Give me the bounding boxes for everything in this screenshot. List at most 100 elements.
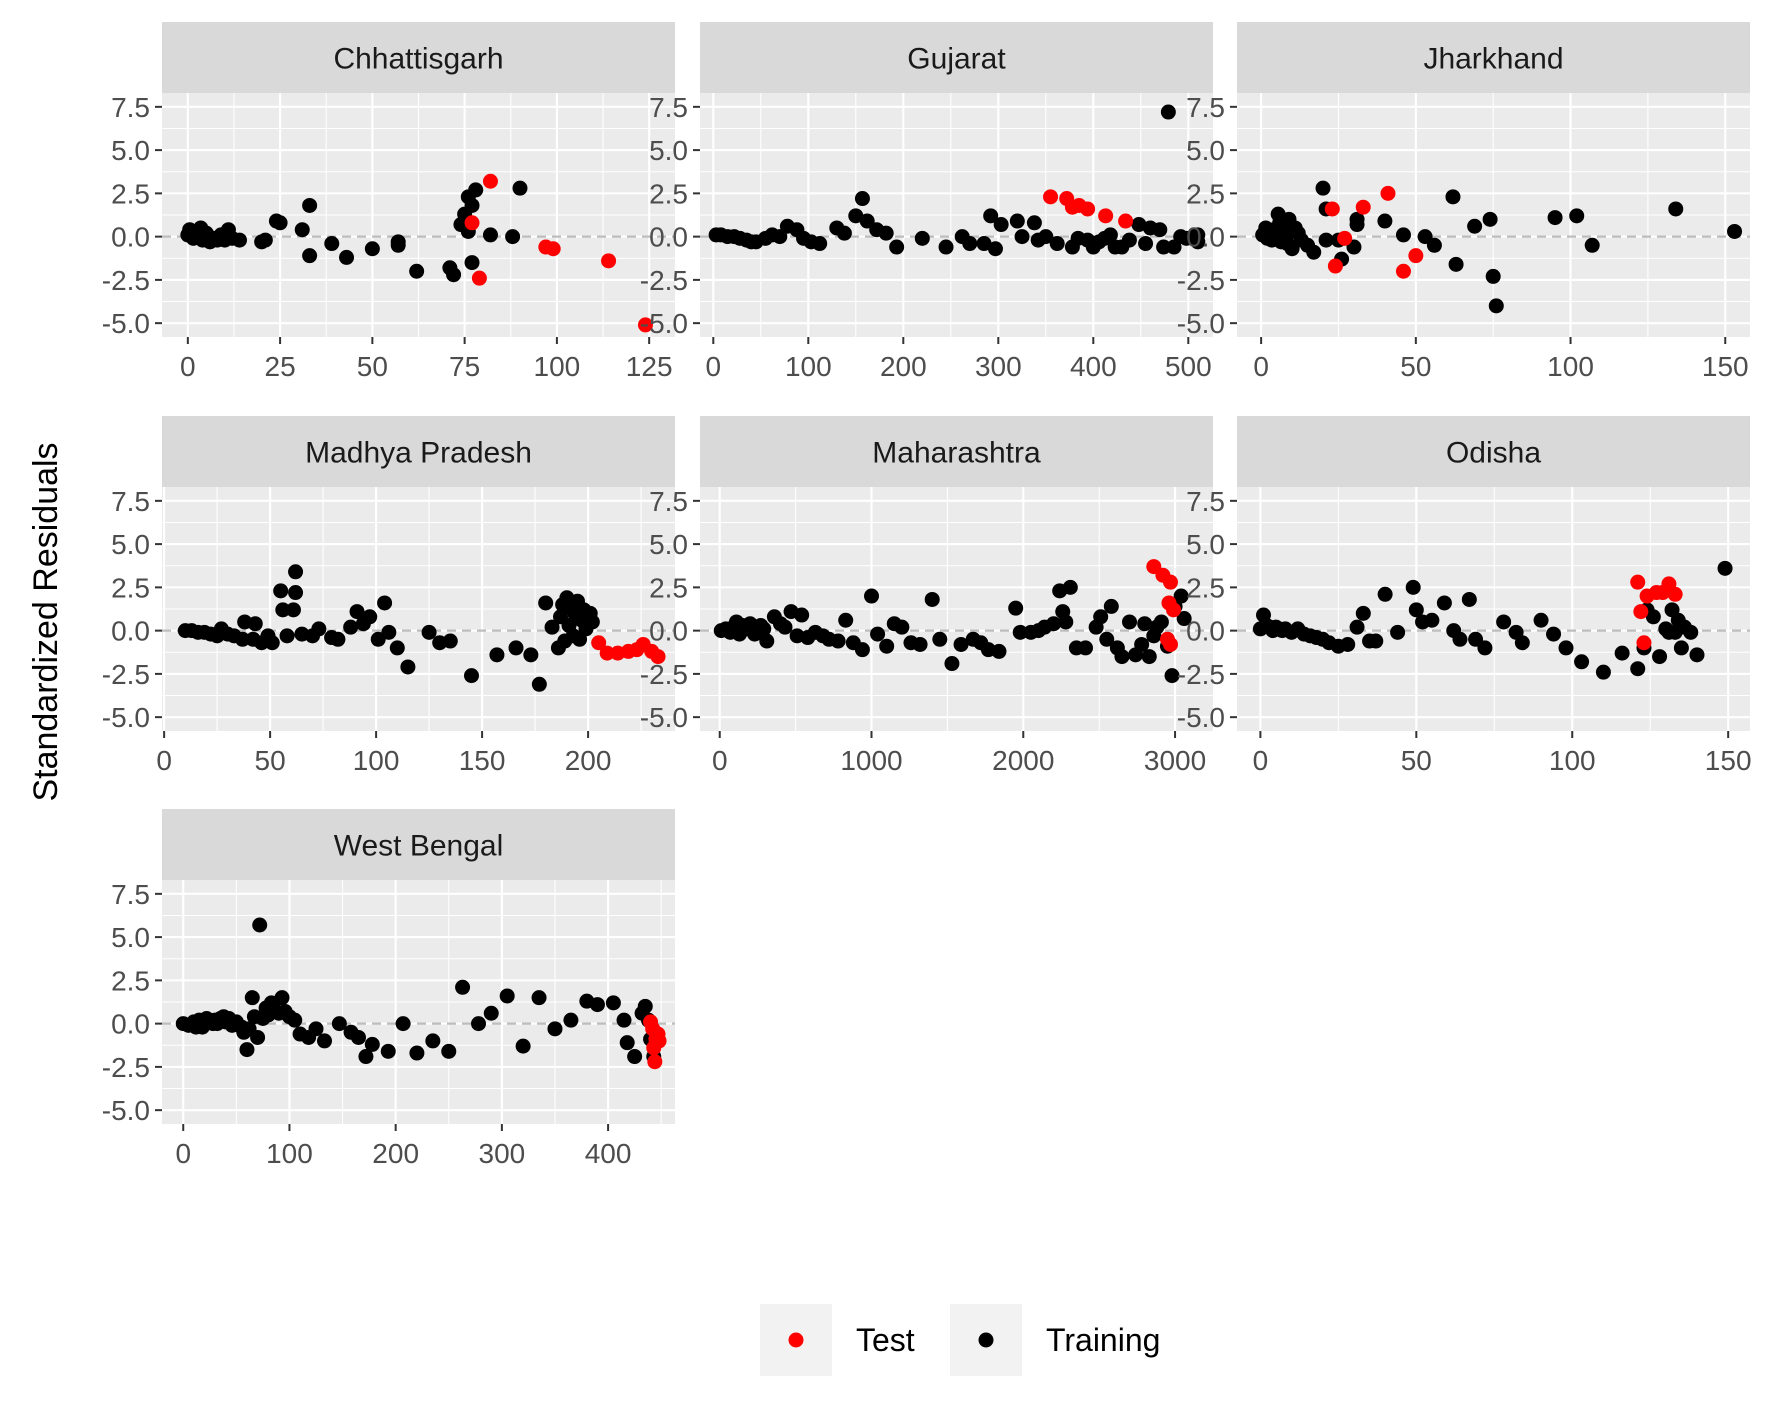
test-point bbox=[545, 241, 561, 257]
x-tick-label: 0 bbox=[175, 1138, 191, 1169]
training-point bbox=[987, 241, 1003, 257]
test-point bbox=[464, 215, 480, 231]
x-tick-label: 300 bbox=[975, 351, 1022, 382]
training-point bbox=[400, 659, 416, 675]
y-axis-title: Standardized Residuals bbox=[27, 442, 65, 801]
training-point bbox=[1673, 640, 1689, 656]
y-tick-label: -5.0 bbox=[640, 702, 688, 733]
y-tick-label: 7.5 bbox=[1186, 92, 1225, 123]
training-point bbox=[589, 997, 605, 1013]
training-point bbox=[1424, 612, 1440, 628]
training-point bbox=[772, 229, 788, 245]
x-tick-label: 150 bbox=[1705, 745, 1752, 776]
test-point bbox=[1667, 586, 1683, 602]
y-tick-label: 2.5 bbox=[1186, 178, 1225, 209]
training-point bbox=[324, 236, 340, 252]
y-tick-label: -5.0 bbox=[1177, 702, 1225, 733]
training-point bbox=[257, 232, 273, 248]
training-point bbox=[830, 633, 846, 649]
y-tick-label: 7.5 bbox=[1186, 486, 1225, 517]
training-point bbox=[1103, 598, 1119, 614]
training-point bbox=[358, 1049, 374, 1065]
data-points bbox=[177, 564, 666, 692]
y-tick-label: 2.5 bbox=[111, 965, 150, 996]
x-tick-label: 2000 bbox=[992, 745, 1054, 776]
y-tick-label: 7.5 bbox=[649, 92, 688, 123]
y-tick-label: -2.5 bbox=[102, 1052, 150, 1083]
training-point bbox=[1426, 237, 1442, 253]
y-tick-label: -2.5 bbox=[1177, 265, 1225, 296]
training-point bbox=[1160, 104, 1176, 120]
training-point bbox=[285, 602, 301, 618]
training-point bbox=[279, 628, 295, 644]
training-point bbox=[441, 1043, 457, 1059]
legend: Test Training bbox=[760, 1304, 1160, 1376]
training-point bbox=[464, 197, 480, 213]
test-point bbox=[1630, 574, 1646, 590]
strip-background bbox=[162, 416, 675, 487]
strip-label: Gujarat bbox=[907, 43, 1006, 76]
training-point bbox=[232, 232, 248, 248]
training-point bbox=[339, 249, 355, 265]
y-tick-label: 2.5 bbox=[111, 178, 150, 209]
y-tick-label: 0.0 bbox=[111, 1009, 150, 1040]
y-tick-label: -5.0 bbox=[102, 1095, 150, 1126]
training-point bbox=[924, 591, 940, 607]
data-points bbox=[713, 559, 1192, 684]
y-tick-label: 0.0 bbox=[649, 222, 688, 253]
y-tick-label: 5.0 bbox=[1186, 529, 1225, 560]
training-point bbox=[538, 595, 554, 611]
test-point bbox=[1080, 201, 1096, 217]
training-point bbox=[349, 604, 365, 620]
training-point bbox=[838, 612, 854, 628]
facet-panel-1: Chhattisgarh 7.5 5.0 2.5 0.0 -2.5 -5.0 0 25 50 75 1… bbox=[102, 22, 675, 382]
test-point bbox=[1337, 230, 1353, 246]
training-point bbox=[1683, 624, 1699, 640]
data-points bbox=[1252, 560, 1733, 680]
strip-label: West Bengal bbox=[334, 830, 504, 863]
training-point bbox=[380, 1043, 396, 1059]
training-point bbox=[547, 1021, 563, 1037]
training-point bbox=[1485, 268, 1501, 284]
training-point bbox=[1152, 222, 1168, 238]
training-point bbox=[1038, 229, 1054, 245]
strip-label: Maharashtra bbox=[872, 437, 1041, 470]
training-point bbox=[836, 225, 852, 241]
x-tick-label: 50 bbox=[1401, 745, 1432, 776]
facet-panel-7: West Bengal 7.5 5.0 2.5 0.0 -2.5 -5.0 0 100 200 30… bbox=[102, 809, 675, 1169]
x-tick-label: 100 bbox=[534, 351, 581, 382]
training-point bbox=[938, 239, 954, 255]
training-point bbox=[489, 647, 505, 663]
y-tick-label: -2.5 bbox=[102, 265, 150, 296]
training-point bbox=[1190, 234, 1206, 250]
x-tick-label: 125 bbox=[626, 351, 673, 382]
training-point bbox=[331, 1016, 347, 1032]
training-point bbox=[294, 222, 310, 238]
test-point bbox=[471, 270, 487, 286]
training-point bbox=[983, 208, 999, 224]
strip-background bbox=[700, 22, 1213, 93]
training-point bbox=[1049, 236, 1065, 252]
training-point bbox=[1477, 640, 1493, 656]
training-point bbox=[425, 1033, 441, 1049]
y-tick-label: -5.0 bbox=[102, 702, 150, 733]
training-point bbox=[421, 624, 437, 640]
y-tick-label: 0.0 bbox=[1186, 616, 1225, 647]
training-point bbox=[1377, 213, 1393, 229]
training-point bbox=[1349, 211, 1365, 227]
facet-panel-5: Maharashtra 7.5 5.0 2.5 0.0 -2.5 -5.0 0 1000 2000… bbox=[640, 416, 1213, 776]
training-point bbox=[1395, 227, 1411, 243]
training-point bbox=[1306, 244, 1322, 260]
legend-label: Training bbox=[1046, 1322, 1160, 1358]
training-point bbox=[616, 1012, 632, 1028]
training-point bbox=[239, 1042, 255, 1058]
training-point bbox=[252, 917, 268, 933]
training-point bbox=[1546, 626, 1562, 642]
x-tick-label: 0 bbox=[712, 745, 728, 776]
training-point bbox=[1315, 180, 1331, 196]
training-point bbox=[914, 230, 930, 246]
legend-symbol bbox=[788, 1332, 804, 1348]
y-tick-label: 5.0 bbox=[1186, 135, 1225, 166]
training-point bbox=[362, 609, 378, 625]
y-tick-label: 7.5 bbox=[649, 486, 688, 517]
